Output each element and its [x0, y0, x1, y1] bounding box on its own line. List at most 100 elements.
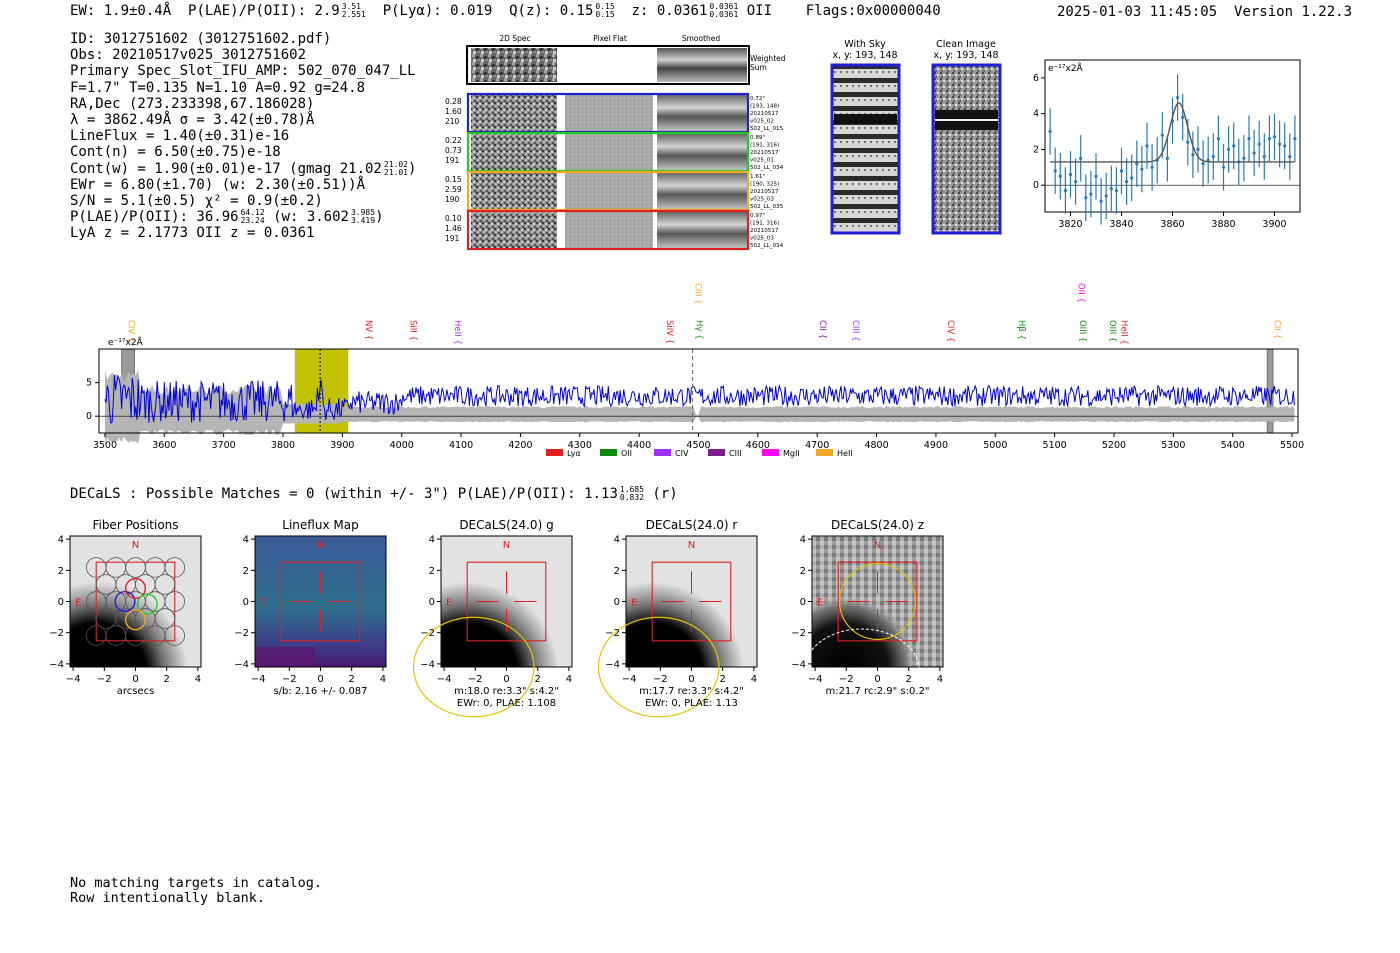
- emission-line-label: CIV {: [126, 320, 136, 342]
- decals-ytick-label: −4: [234, 659, 249, 670]
- cutout-row-value: 1.60: [445, 107, 462, 116]
- line-fit-point: [1089, 192, 1093, 196]
- emission-line-label: HeII {: [1119, 320, 1129, 345]
- line-fit-point: [1099, 199, 1103, 203]
- line-fit-points: [1048, 74, 1297, 225]
- emission-line-label: HeII {: [452, 320, 462, 345]
- legend-swatch: [762, 449, 779, 456]
- decals-caption: s/b: 2.16 +/- 0.087: [273, 686, 367, 697]
- info-fiber: F=1.7" T=0.135 N=1.10 A=0.92 g=24.8: [70, 79, 366, 96]
- spectrum-xtick-label: 4500: [686, 440, 710, 451]
- decals-host-galaxy: [626, 536, 757, 667]
- header-qz-hi: 0.15: [595, 2, 615, 11]
- header-ew: EW: 1.9±0.4Å: [70, 3, 172, 19]
- with-sky-coords: x, y: 193, 148: [832, 50, 897, 61]
- decals-ytick-label: −2: [791, 628, 806, 639]
- decals-xtick-label: 0: [688, 674, 694, 685]
- footer-line-1: No matching targets in catalog.: [70, 875, 322, 891]
- line-fit-ytick-label: 4: [1033, 109, 1039, 120]
- compass-north: N: [688, 540, 695, 551]
- decals-xtick-label: 2: [906, 674, 912, 685]
- spectrum-xtick-label: 3800: [271, 440, 295, 451]
- cutout-row-meta: 0.89": [750, 135, 765, 141]
- decals-ytick-label: 2: [429, 566, 435, 577]
- info-contw-end: ): [407, 160, 417, 177]
- line-fit-point: [1186, 140, 1190, 144]
- line-fit-xtick-label: 3820: [1058, 219, 1082, 230]
- line-fit-point: [1272, 135, 1277, 139]
- decals-ytick-label: 0: [614, 597, 620, 608]
- legend-label: CIV: [675, 449, 689, 458]
- decals-ytick-label: −4: [49, 659, 64, 670]
- emission-line-label: CII {: [817, 320, 827, 339]
- decals-xtick-label: −4: [622, 674, 637, 685]
- legend-swatch: [546, 449, 563, 456]
- decals-summary-row: DECaLS : Possible Matches = 0 (within +/…: [70, 486, 678, 503]
- emission-line-label: CIII {: [850, 320, 860, 342]
- decals-aperture-box: [651, 561, 732, 642]
- cutout-flat-image: [565, 212, 653, 248]
- info-contw-lo: 21.01: [383, 167, 408, 177]
- decals-ytick-label: −4: [791, 659, 806, 670]
- line-fit-point: [1283, 144, 1287, 148]
- info-lambda: λ = 3862.49Å σ = 3.42(±0.78)Å: [70, 111, 315, 128]
- compass-east: E: [75, 598, 81, 609]
- info-plae: P(LAE)/P(OII): 36.96: [70, 209, 239, 226]
- decals-panel-title: DECaLS(24.0) g: [459, 518, 553, 532]
- header-qz: Q(z): 0.15: [509, 3, 594, 19]
- decals-panel-title: Fiber Positions: [92, 518, 178, 532]
- fiber-circle-primary: [124, 577, 147, 599]
- line-fit-point: [1048, 129, 1052, 134]
- decals-xtick-label: 4: [566, 674, 572, 685]
- decals-xtick-label: −4: [66, 674, 81, 685]
- decals-caption: m:21.7 rc:2.9" s:0.2": [825, 686, 929, 697]
- decals-panel-title: Lineflux Map: [282, 518, 358, 532]
- cutout-flat-image: [565, 95, 653, 131]
- decals-xtick-label: −4: [437, 674, 452, 685]
- emission-line-label: SiIV {: [664, 320, 674, 344]
- info-contw-hi: 21.02: [383, 159, 408, 169]
- spectrum-xtick-label: 5500: [1280, 440, 1304, 451]
- spectrum-xtick-label: 4100: [449, 440, 473, 451]
- line-fit-curve: [1050, 102, 1295, 163]
- decals-ytick-label: −2: [605, 628, 620, 639]
- line-fit-point: [1278, 142, 1282, 146]
- compass-east: E: [446, 598, 452, 609]
- header-plae-hi: 3.51: [341, 2, 361, 11]
- spectrum-markers: [319, 349, 694, 433]
- line-fit-point: [1181, 115, 1185, 119]
- cutout-smooth-image: [657, 134, 747, 170]
- info-contw: Cont(w) = 1.90(±0.01)e-17 (gmag 21.02: [70, 160, 382, 177]
- with-sky-trace: [834, 114, 897, 124]
- cutout-row-meta: 502_LL_034: [750, 165, 784, 171]
- decals-ytick-label: −2: [49, 628, 64, 639]
- emission-line-label: CIV {: [945, 320, 955, 342]
- line-fit-point: [1114, 188, 1118, 193]
- clean-image-coords: x, y: 193, 148: [933, 50, 998, 61]
- cutout-col-header-smooth: Smoothed: [682, 34, 721, 43]
- info-plae-w-lo: 3.419: [350, 216, 376, 226]
- line-fit-point: [1232, 144, 1236, 148]
- decals-ytick-label: −4: [605, 659, 620, 670]
- decals-ytick-label: 2: [614, 566, 620, 577]
- spectrum-xtick-label: 4700: [805, 440, 829, 451]
- line-fit-point: [1074, 180, 1078, 184]
- compass-north: N: [874, 540, 881, 551]
- cutout-row-value: 1.46: [445, 224, 462, 233]
- info-lya: LyA z = 2.1773 OII z = 0.0361: [70, 225, 315, 242]
- line-fit-point: [1267, 137, 1271, 141]
- decals-ytick-label: 0: [243, 597, 249, 608]
- header-plae-lo: 2.551: [341, 10, 366, 19]
- line-fit-point: [1201, 162, 1205, 166]
- decals-ytick-label: 4: [58, 535, 64, 546]
- line-fit-point: [1053, 169, 1057, 173]
- info-sn: S/N = 5.1(±0.5) χ² = 0.9(±0.2): [70, 192, 323, 209]
- line-fit-xtick-label: 3900: [1262, 219, 1286, 230]
- line-fit-point: [1242, 156, 1246, 160]
- line-fit-xtick-label: 3860: [1160, 219, 1184, 230]
- spectrum-xtick-label: 5300: [1161, 440, 1185, 451]
- spectrum-xtick-label: 3500: [93, 440, 117, 451]
- line-fit-point: [1165, 156, 1169, 160]
- line-fit-point: [1140, 167, 1144, 171]
- weighted-sum-smooth: [657, 48, 747, 82]
